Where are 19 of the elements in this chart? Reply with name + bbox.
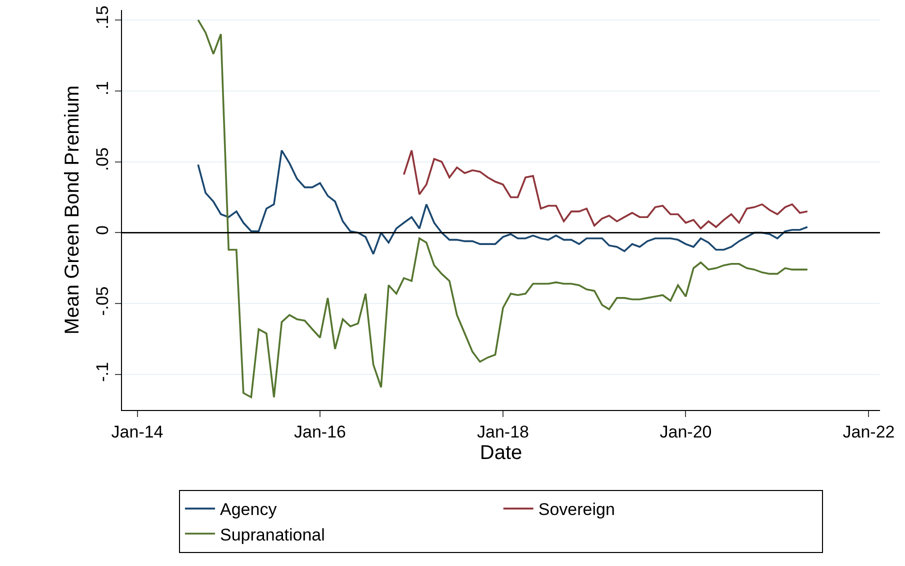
y-tick-label: -.05	[93, 286, 112, 316]
legend-label: Agency	[220, 500, 278, 520]
x-tick-label: Jan-20	[660, 422, 712, 442]
y-tick-label: .05	[93, 147, 112, 172]
legend-label: Supranational	[220, 525, 325, 544]
y-tick-label: -.1	[93, 362, 112, 382]
line-series	[402, 150, 808, 230]
y-tick-label: .15	[93, 6, 112, 30]
x-tick-label: Jan-16	[294, 422, 346, 442]
x-tick-label: Jan-18	[477, 422, 529, 442]
x-axis-title: Date	[480, 442, 522, 464]
x-tick-label: Jan-22	[842, 422, 895, 442]
y-axis-title: Mean Green Bond Premium	[62, 85, 84, 335]
legend-label: Sovereign	[538, 500, 615, 520]
line-series	[197, 19, 808, 398]
y-tick-label: .1	[93, 81, 112, 96]
y-tick-label: 0	[93, 225, 112, 235]
line-series	[197, 150, 808, 255]
x-tick-label: Jan-14	[111, 422, 164, 442]
